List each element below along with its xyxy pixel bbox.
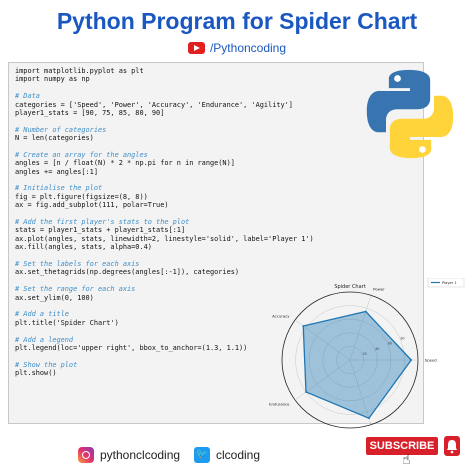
- r-tick-label: 40: [375, 347, 379, 351]
- code-line: player1_stats = [90, 75, 85, 80, 90]: [15, 108, 165, 117]
- data-point: [302, 325, 305, 327]
- code-line: # Number of categories: [15, 125, 107, 134]
- instagram-icon: [78, 447, 94, 463]
- twitter-bird-icon: 🐦: [194, 447, 210, 463]
- code-line: fig = plt.figure(figsize=(8, 8)): [15, 192, 148, 201]
- code-line: [15, 143, 417, 151]
- angular-gridline: [294, 319, 351, 361]
- category-label: Agility: [373, 429, 386, 430]
- category-label: Power: [373, 286, 385, 291]
- code-line: ax.set_thetagrids(np.degrees(angles[:-1]…: [15, 268, 240, 277]
- instagram-handle[interactable]: pythonclcoding: [78, 447, 180, 463]
- code-line: # Show the plot: [15, 360, 78, 369]
- spider-chart: Spider Chart 20 40 60 80 Speed Power Accuracy E…: [269, 278, 465, 430]
- data-point: [364, 310, 367, 313]
- code-line: [15, 252, 417, 260]
- data-point: [305, 391, 307, 393]
- code-line: # Data: [15, 92, 40, 101]
- code-line: # Initialise the plot: [15, 184, 103, 193]
- code-line: [15, 210, 417, 218]
- subscribe-button[interactable]: SUBSCRIBE: [366, 437, 438, 455]
- code-line: ax.set_ylim(0, 100): [15, 293, 94, 302]
- code-line: [15, 117, 417, 125]
- code-line: import matplotlib.pyplot as plt: [15, 67, 144, 75]
- angular-gridline: [349, 295, 372, 361]
- bell-icon[interactable]: [444, 436, 460, 456]
- r-tick-label: 60: [388, 342, 392, 346]
- code-line: [15, 176, 417, 184]
- code-line: stats = player1_stats + player1_stats[:1…: [15, 226, 186, 235]
- code-line: plt.show(): [15, 369, 57, 378]
- angular-gridline: [349, 359, 372, 425]
- code-line: ax = fig.add_subplot(111, polar=True): [15, 201, 169, 210]
- twitter-handle[interactable]: 🐦 clcoding: [194, 447, 260, 463]
- code-line: angles += angles[:1]: [15, 167, 98, 176]
- code-line: plt.legend(loc='upper right', bbox_to_an…: [15, 343, 248, 352]
- channel-handle[interactable]: /Pythoncoding: [0, 41, 474, 55]
- code-line: # Create an array for the angles: [15, 150, 148, 159]
- category-label: Endurance: [269, 401, 290, 406]
- chart-grid: [281, 291, 419, 429]
- code-block: import matplotlib.pyplot as plt import nu…: [8, 62, 424, 424]
- angular-gridline: [294, 359, 351, 401]
- code-line: # Add the first player's stats to the pl…: [15, 218, 190, 227]
- code-line: # Set the labels for each axis: [15, 259, 140, 268]
- data-point: [410, 359, 413, 361]
- code-line: plt.title('Spider Chart'): [15, 318, 119, 327]
- category-label: Accuracy: [272, 314, 290, 319]
- code-line: ax.plot(angles, stats, linewidth=2, line…: [15, 234, 314, 243]
- chart-legend: Player 1: [427, 278, 465, 288]
- code-line: ax.fill(angles, stats, alpha=0.4): [15, 243, 152, 252]
- legend-label-player-1: Player 1: [442, 281, 457, 285]
- chart-title: Spider Chart: [334, 284, 365, 290]
- code-line: angles = [n / float(N) * 2 * np.pi for n…: [15, 159, 235, 168]
- hand-cursor-icon: ☝: [402, 452, 411, 468]
- instagram-name: pythonclcoding: [100, 448, 181, 462]
- youtube-icon: [187, 42, 205, 54]
- r-tick-label: 20: [363, 352, 367, 356]
- code-line: categories = ['Speed', 'Power', 'Accurac…: [15, 100, 293, 109]
- r-tick-label: 80: [400, 337, 404, 341]
- python-logo-icon: [366, 69, 454, 159]
- code-line: # Set the range for each axis: [15, 285, 136, 294]
- series-area-player-1: [302, 310, 413, 420]
- code-line: import numpy as np: [15, 75, 90, 84]
- chart-marks: 20 40 60 80 Speed Power Accuracy Endurance Agili…: [269, 286, 437, 430]
- code-line: [15, 84, 417, 92]
- code-line: # Add a title: [15, 310, 69, 319]
- page-title: Python Program for Spider Chart: [56, 8, 418, 34]
- twitter-name: clcoding: [216, 448, 261, 462]
- data-point: [368, 417, 370, 420]
- category-label: Speed: [425, 358, 437, 363]
- code-line: N = len(categories): [15, 134, 94, 143]
- channel-name: /Pythoncoding: [209, 41, 287, 55]
- code-line: # Add a legend: [15, 335, 74, 344]
